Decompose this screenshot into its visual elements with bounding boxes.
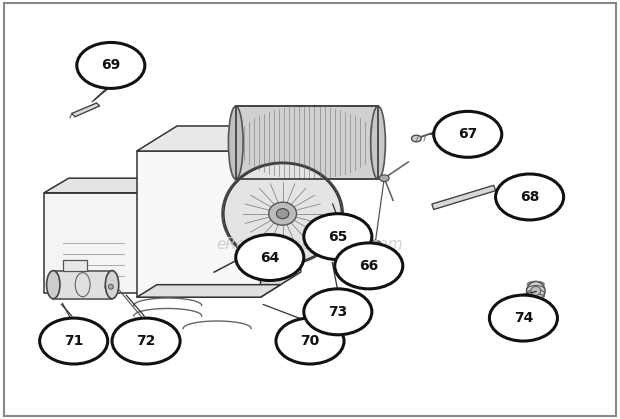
Polygon shape	[63, 260, 87, 271]
Ellipse shape	[268, 202, 296, 225]
Ellipse shape	[371, 106, 386, 179]
Ellipse shape	[46, 271, 60, 299]
Polygon shape	[236, 106, 378, 179]
Polygon shape	[260, 126, 301, 297]
Circle shape	[489, 295, 557, 341]
Polygon shape	[44, 178, 168, 193]
Text: 74: 74	[514, 311, 533, 325]
Text: 64: 64	[260, 251, 280, 264]
Circle shape	[379, 175, 389, 181]
Ellipse shape	[224, 163, 342, 264]
Polygon shape	[432, 185, 495, 210]
Ellipse shape	[108, 284, 113, 289]
Circle shape	[304, 289, 372, 335]
Ellipse shape	[105, 271, 118, 299]
Text: 72: 72	[136, 334, 156, 348]
Ellipse shape	[531, 286, 541, 295]
Polygon shape	[53, 271, 112, 299]
Circle shape	[434, 111, 502, 157]
Circle shape	[77, 42, 145, 88]
Ellipse shape	[277, 209, 289, 219]
Text: 66: 66	[359, 259, 378, 273]
Circle shape	[112, 318, 180, 364]
Circle shape	[412, 135, 422, 142]
Circle shape	[276, 318, 344, 364]
Polygon shape	[137, 126, 301, 151]
Text: 71: 71	[64, 334, 83, 348]
Polygon shape	[72, 103, 100, 117]
Text: 67: 67	[458, 127, 477, 141]
Circle shape	[335, 243, 403, 289]
Circle shape	[236, 235, 304, 280]
Text: 65: 65	[328, 230, 348, 243]
Text: eReplacementParts.com: eReplacementParts.com	[216, 238, 404, 253]
Text: 68: 68	[520, 190, 539, 204]
Text: 69: 69	[101, 58, 120, 72]
Circle shape	[304, 214, 372, 260]
Polygon shape	[44, 193, 143, 293]
Circle shape	[368, 241, 382, 250]
Polygon shape	[143, 178, 168, 293]
Ellipse shape	[228, 106, 243, 179]
Ellipse shape	[105, 281, 117, 292]
Ellipse shape	[526, 282, 545, 300]
Polygon shape	[137, 285, 281, 297]
Circle shape	[40, 318, 108, 364]
Polygon shape	[137, 151, 260, 297]
Text: 73: 73	[328, 305, 347, 319]
Text: 70: 70	[300, 334, 320, 348]
Circle shape	[495, 174, 564, 220]
